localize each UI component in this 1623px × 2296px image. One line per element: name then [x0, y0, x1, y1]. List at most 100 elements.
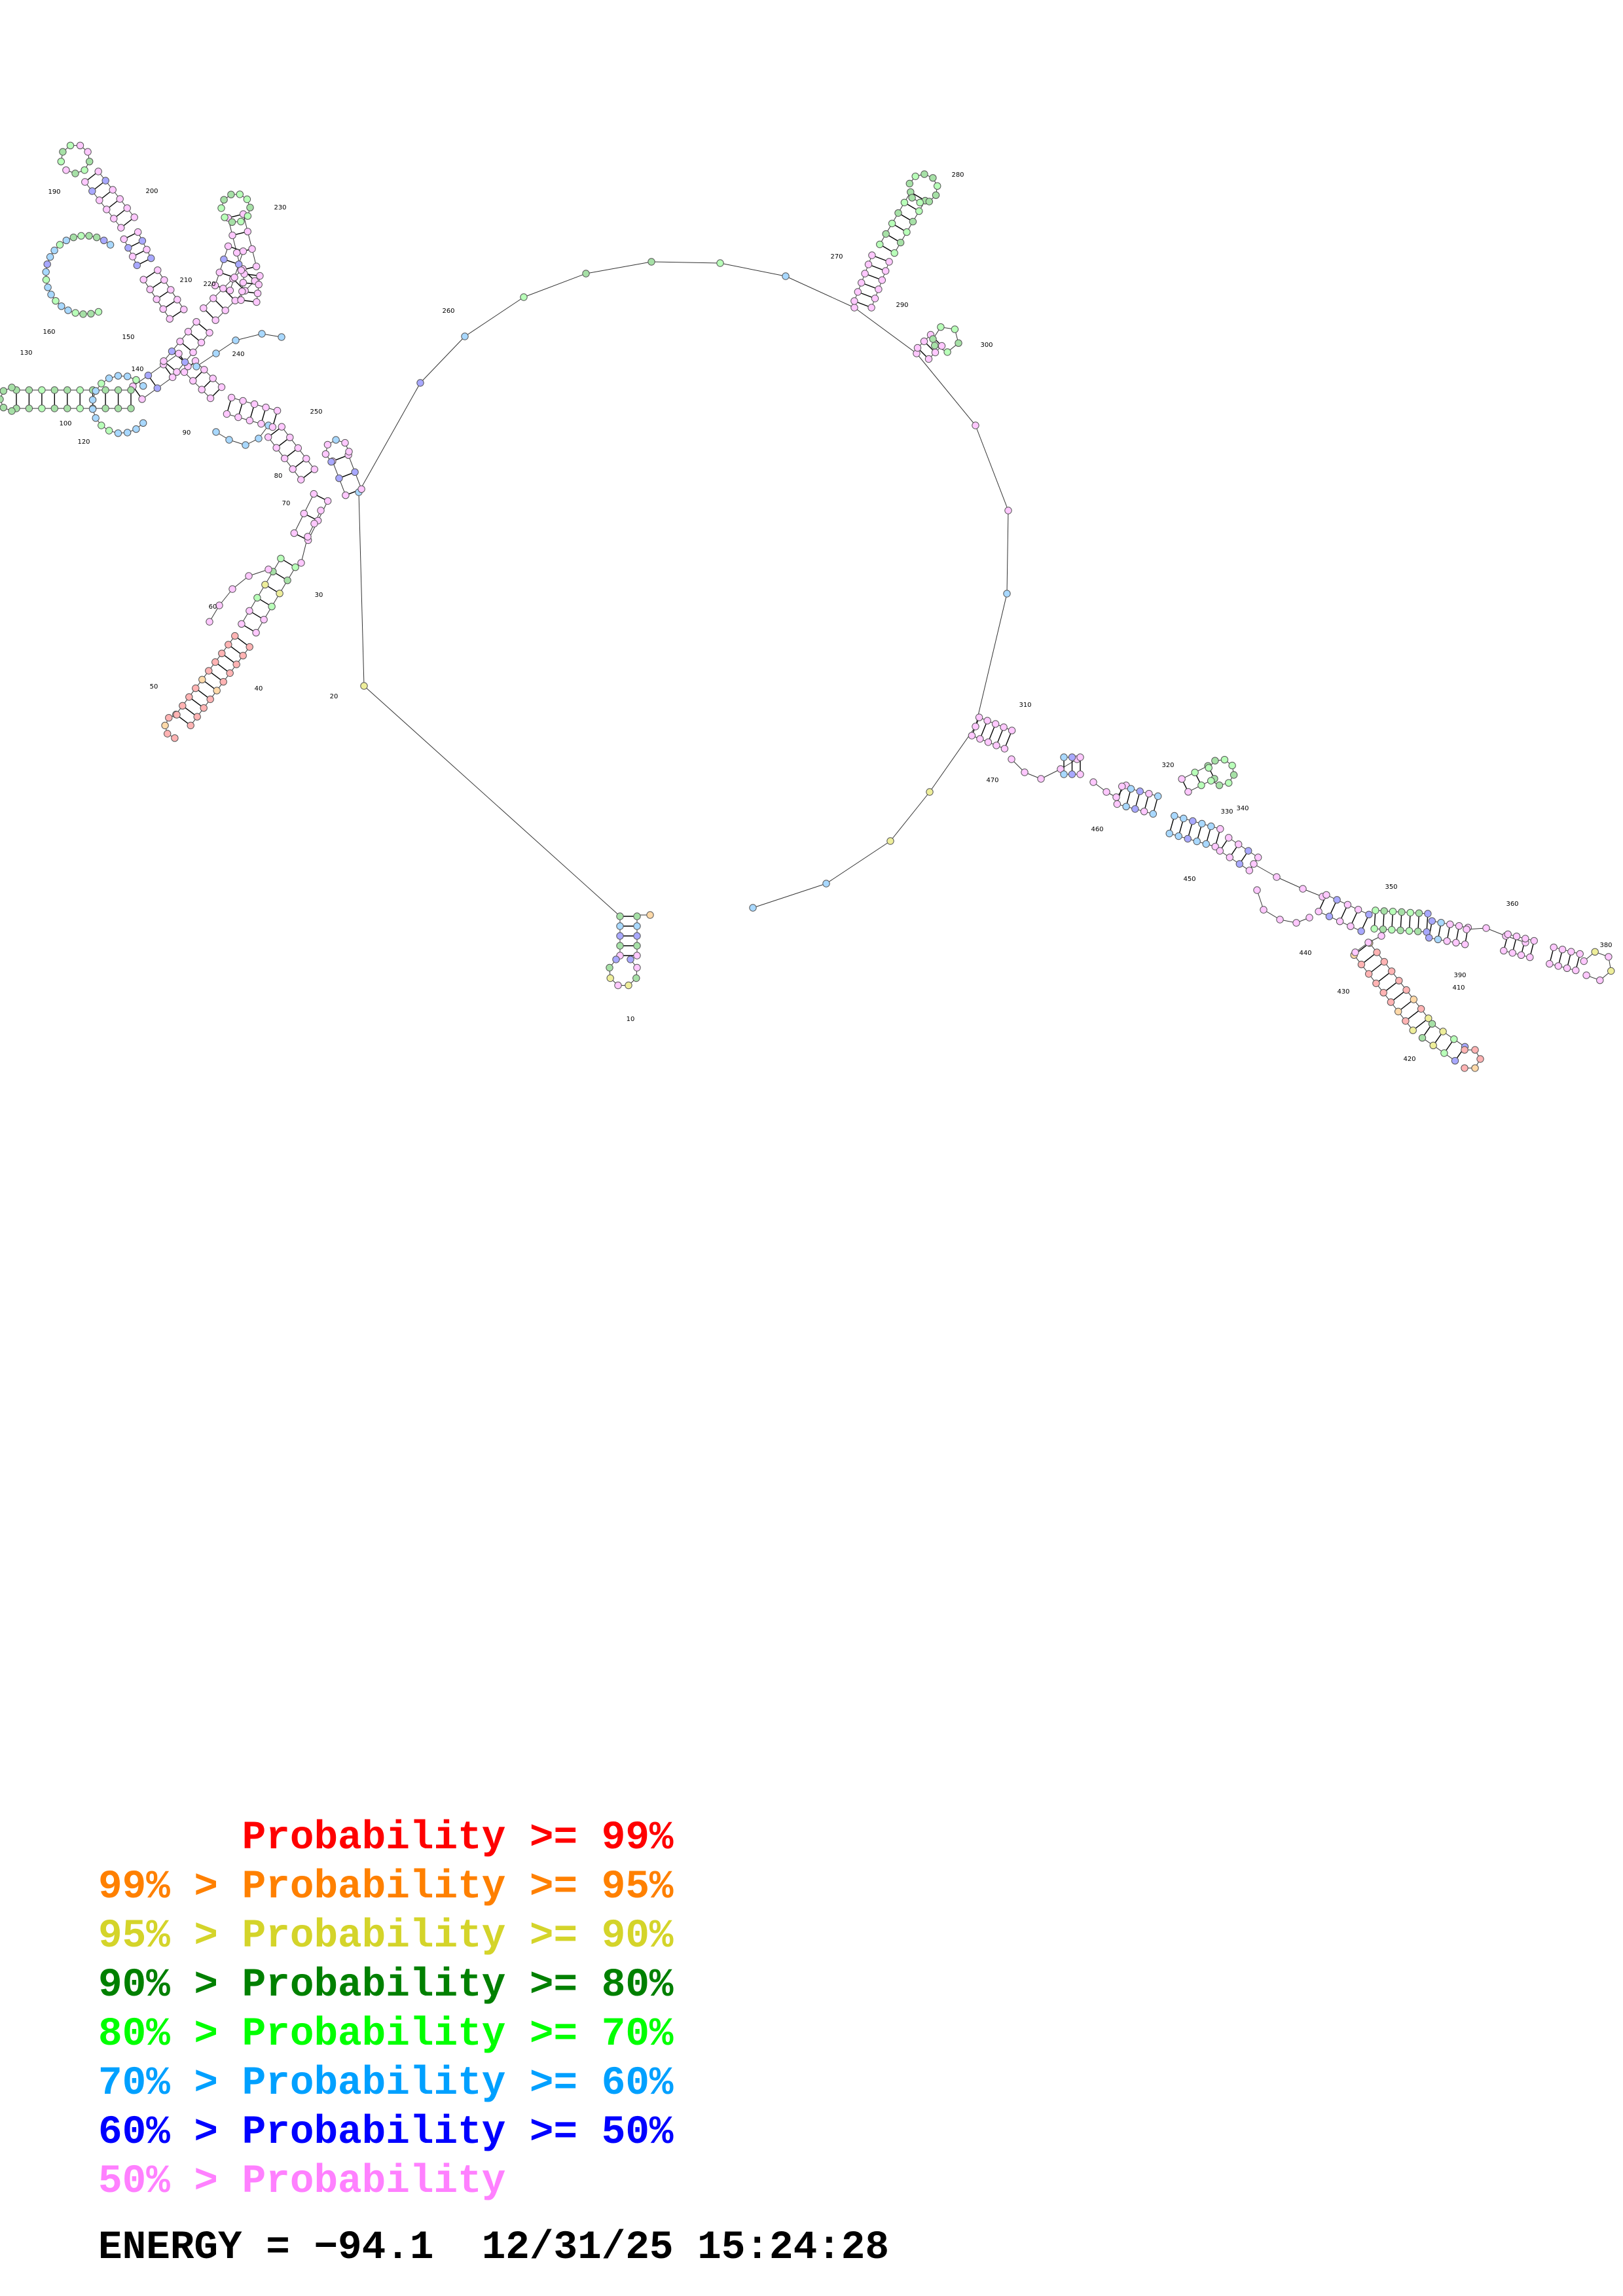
base-circle	[1230, 771, 1238, 779]
base-circle	[76, 141, 84, 150]
base-circle	[1225, 779, 1233, 787]
base-circle	[972, 723, 979, 730]
base-circle	[321, 450, 330, 458]
base-circle	[888, 219, 896, 228]
base-circle	[1343, 901, 1352, 909]
legend-row-95: 99% > Probability >= 95%	[98, 1865, 674, 1910]
base-circle	[951, 325, 959, 333]
base-circle	[133, 261, 141, 270]
position-label: 230	[274, 204, 286, 211]
base-circle	[98, 380, 105, 387]
base-circle	[43, 260, 51, 268]
base-circle	[1530, 937, 1538, 945]
base-circle	[612, 956, 620, 963]
base-circle	[1508, 949, 1516, 957]
base-circle	[117, 224, 125, 232]
base-circle	[520, 293, 528, 301]
base-circle	[248, 245, 256, 253]
base-circle	[234, 413, 242, 422]
base-circle	[252, 262, 261, 270]
base-circle	[242, 441, 249, 449]
base-circle	[0, 387, 7, 395]
energy-and-timestamp: ENERGY = −94.1 12/31/25 15:24:28	[98, 2225, 889, 2270]
base-circle	[192, 684, 200, 692]
position-label: 70	[282, 500, 291, 507]
base-circle	[633, 942, 641, 950]
base-circle	[218, 649, 226, 657]
base-circle	[876, 240, 884, 249]
base-circle	[0, 404, 7, 412]
base-circle	[1440, 1049, 1448, 1057]
base-circle	[246, 204, 254, 211]
base-circle	[1461, 1046, 1468, 1054]
base-circle	[260, 616, 268, 624]
base-circle	[1439, 1028, 1447, 1035]
base-circle	[223, 410, 231, 418]
base-circle	[1175, 832, 1182, 840]
base-circle	[416, 379, 424, 387]
base-circle	[46, 253, 54, 261]
base-circle	[1396, 926, 1404, 935]
base-circle	[165, 714, 173, 722]
base-circle	[1299, 885, 1307, 893]
base-circle	[246, 643, 253, 651]
base-circle	[1428, 1020, 1436, 1028]
base-circle	[984, 738, 993, 746]
base-circle	[134, 228, 142, 236]
base-circle	[59, 148, 67, 156]
position-label: 390	[1453, 972, 1466, 979]
base-circle	[276, 590, 283, 598]
base-circle	[228, 585, 236, 593]
base-circle	[64, 386, 71, 394]
base-circle	[286, 433, 294, 441]
base-circle	[57, 158, 65, 166]
base-circle	[335, 475, 343, 482]
position-labels: 10 20 30 40 50 60 70 80 90 100 120 130 140 150 160 190 2…	[20, 171, 1612, 1063]
base-circle	[1596, 977, 1604, 984]
base-circle	[114, 429, 122, 437]
base-circle	[230, 274, 238, 281]
position-label: 300	[980, 342, 993, 349]
base-circle	[1450, 1035, 1458, 1043]
position-label: 430	[1337, 988, 1349, 996]
base-circle	[168, 373, 177, 382]
base-circle	[310, 465, 318, 473]
base-circle	[261, 581, 269, 588]
base-circle	[1000, 745, 1009, 753]
base-circle	[1154, 792, 1162, 800]
base-circle	[1008, 726, 1016, 734]
base-circle	[1576, 950, 1584, 958]
base-circle	[1037, 775, 1045, 783]
base-circle	[94, 308, 103, 316]
base-circle	[211, 658, 219, 666]
base-circle	[911, 172, 919, 181]
base-circle	[913, 344, 922, 352]
position-label: 200	[145, 188, 158, 195]
base-circle	[171, 734, 179, 742]
base-circle	[633, 932, 641, 940]
position-label: 240	[232, 351, 244, 358]
base-circle	[633, 952, 641, 960]
position-label: 260	[442, 308, 454, 315]
position-label: 50	[150, 683, 158, 691]
base-circle	[25, 404, 33, 412]
base-circle	[300, 509, 308, 518]
base-circle	[925, 198, 934, 206]
base-circle	[1380, 907, 1388, 915]
base-circle	[625, 981, 632, 990]
base-circle	[236, 190, 244, 198]
base-circle	[153, 384, 162, 392]
base-circle	[200, 304, 208, 312]
legend-row-50: 60% > Probability >= 50%	[98, 2110, 674, 2155]
base-circle	[255, 281, 263, 289]
position-label: 440	[1299, 950, 1311, 957]
base-circle	[38, 386, 46, 394]
base-circle	[1215, 781, 1224, 789]
base-circle	[219, 285, 227, 293]
base-circle	[885, 258, 893, 266]
base-circle	[606, 963, 613, 972]
base-circle	[1389, 908, 1397, 916]
base-circle	[1089, 778, 1097, 786]
base-circle	[1351, 948, 1359, 956]
base-circle	[160, 357, 168, 365]
